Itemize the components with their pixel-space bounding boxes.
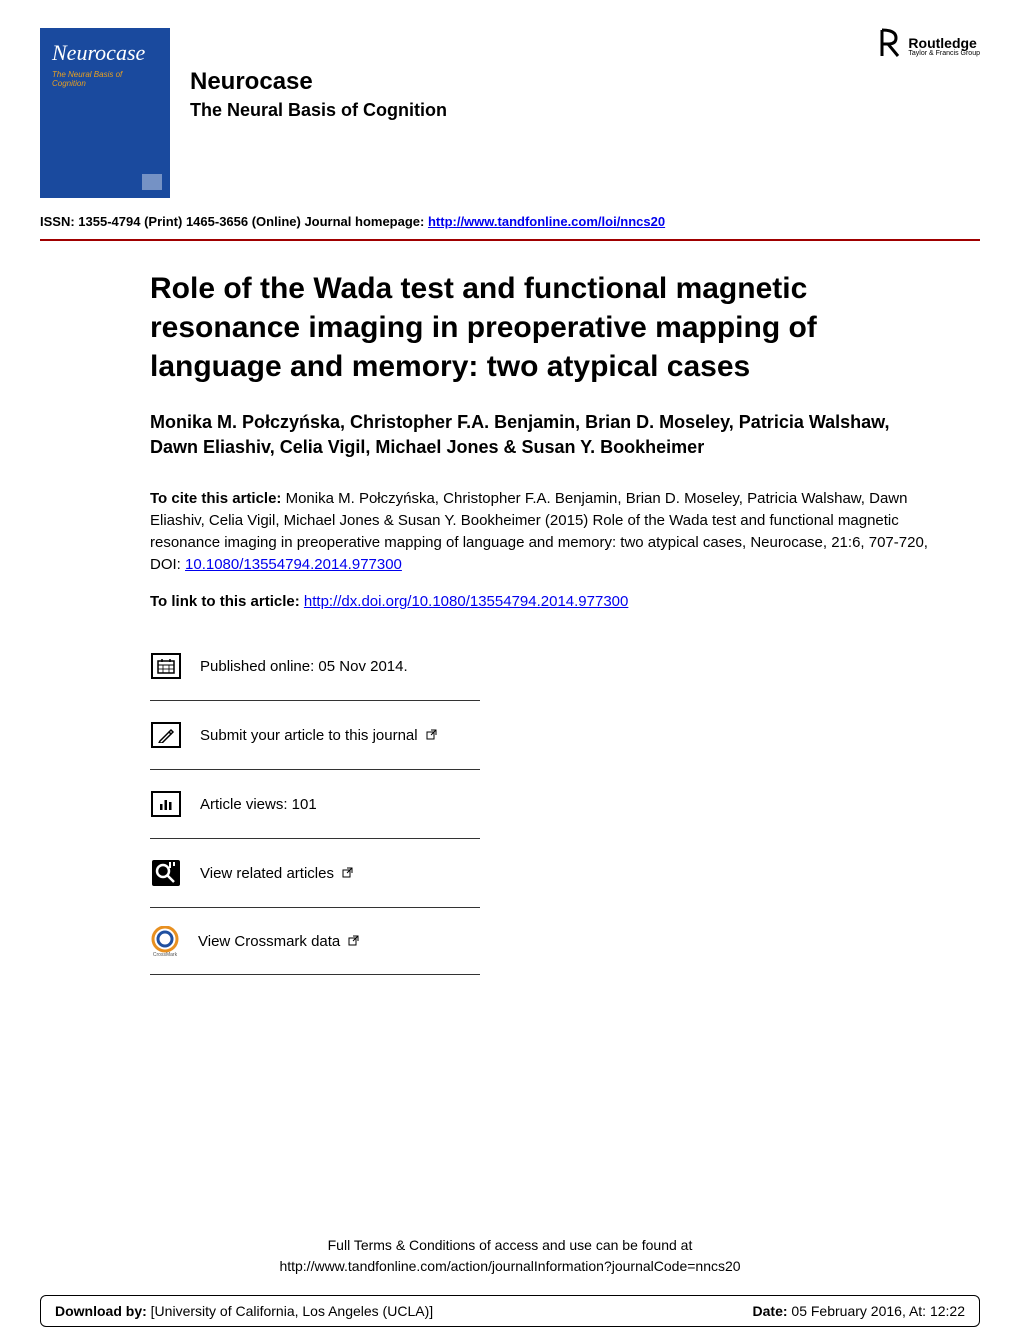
cite-label: To cite this article: [150, 490, 281, 507]
publisher-name: Routledge [908, 36, 980, 50]
publisher-logo: Routledge Taylor & Francis Group [878, 28, 980, 64]
action-published-online: Published online: 05 Nov 2014. [150, 650, 480, 701]
action-related-articles[interactable]: View related articles [150, 839, 480, 908]
journal-name: Neurocase [190, 68, 980, 96]
svg-text:CrossMark: CrossMark [153, 952, 178, 956]
external-link-icon [342, 865, 353, 882]
date-label: Date: [753, 1303, 788, 1319]
crossmark-text: View Crossmark data [198, 933, 359, 950]
cover-title: Neurocase [52, 40, 158, 66]
footer-terms: Full Terms & Conditions of access and us… [0, 1235, 1020, 1277]
crossmark-icon: CrossMark [150, 926, 180, 956]
submit-article-text: Submit your article to this journal [200, 727, 437, 744]
header-text-block: Neurocase The Neural Basis of Cognition [190, 28, 980, 198]
download-date: Date: 05 February 2016, At: 12:22 [753, 1303, 965, 1319]
header-region: Neurocase The Neural Basis of Cognition … [0, 0, 1020, 198]
calendar-icon [150, 650, 182, 682]
action-article-views: Article views: 101 [150, 770, 480, 839]
link-label: To link to this article: [150, 593, 304, 610]
related-icon [150, 857, 182, 889]
terms-link[interactable]: http://www.tandfonline.com/action/journa… [279, 1258, 740, 1274]
routledge-r-icon [878, 28, 904, 64]
related-articles-text: View related articles [200, 865, 353, 882]
publisher-group: Taylor & Francis Group [908, 50, 980, 57]
external-link-icon [426, 727, 437, 744]
cover-subtitle: The Neural Basis of Cognition [52, 70, 158, 88]
doi-link[interactable]: 10.1080/13554794.2014.977300 [185, 556, 402, 573]
actions-list: Published online: 05 Nov 2014. Submit yo… [150, 650, 940, 975]
article-title: Role of the Wada test and functional mag… [150, 269, 940, 386]
submit-icon [150, 719, 182, 751]
external-link-icon [348, 933, 359, 950]
issn-text: ISSN: 1355-4794 (Print) 1465-3656 (Onlin… [40, 214, 428, 229]
bar-chart-icon [150, 788, 182, 820]
download-label: Download by: [55, 1303, 147, 1319]
main-content: Role of the Wada test and functional mag… [0, 241, 1020, 975]
published-online-text: Published online: 05 Nov 2014. [200, 658, 408, 675]
authors-list: Monika M. Połczyńska, Christopher F.A. B… [150, 410, 940, 460]
terms-line1: Full Terms & Conditions of access and us… [0, 1235, 1020, 1256]
issn-line: ISSN: 1355-4794 (Print) 1465-3656 (Onlin… [40, 214, 980, 229]
download-value: [University of California, Los Angeles (… [147, 1303, 433, 1319]
article-views-text: Article views: 101 [200, 796, 317, 813]
date-value: 05 February 2016, At: 12:22 [788, 1303, 965, 1319]
footer-bar: Download by: [University of California, … [40, 1295, 980, 1327]
journal-tagline: The Neural Basis of Cognition [190, 100, 980, 121]
link-line: To link to this article: http://dx.doi.o… [150, 593, 940, 610]
action-crossmark[interactable]: CrossMark View Crossmark data [150, 908, 480, 975]
download-by: Download by: [University of California, … [55, 1303, 433, 1319]
action-submit-article[interactable]: Submit your article to this journal [150, 701, 480, 770]
journal-cover-thumbnail: Neurocase The Neural Basis of Cognition [40, 28, 170, 198]
article-link[interactable]: http://dx.doi.org/10.1080/13554794.2014.… [304, 593, 628, 610]
citation-block: To cite this article: Monika M. Połczyńs… [150, 488, 940, 575]
cover-publisher-mark [142, 174, 162, 190]
journal-homepage-link[interactable]: http://www.tandfonline.com/loi/nncs20 [428, 214, 665, 229]
